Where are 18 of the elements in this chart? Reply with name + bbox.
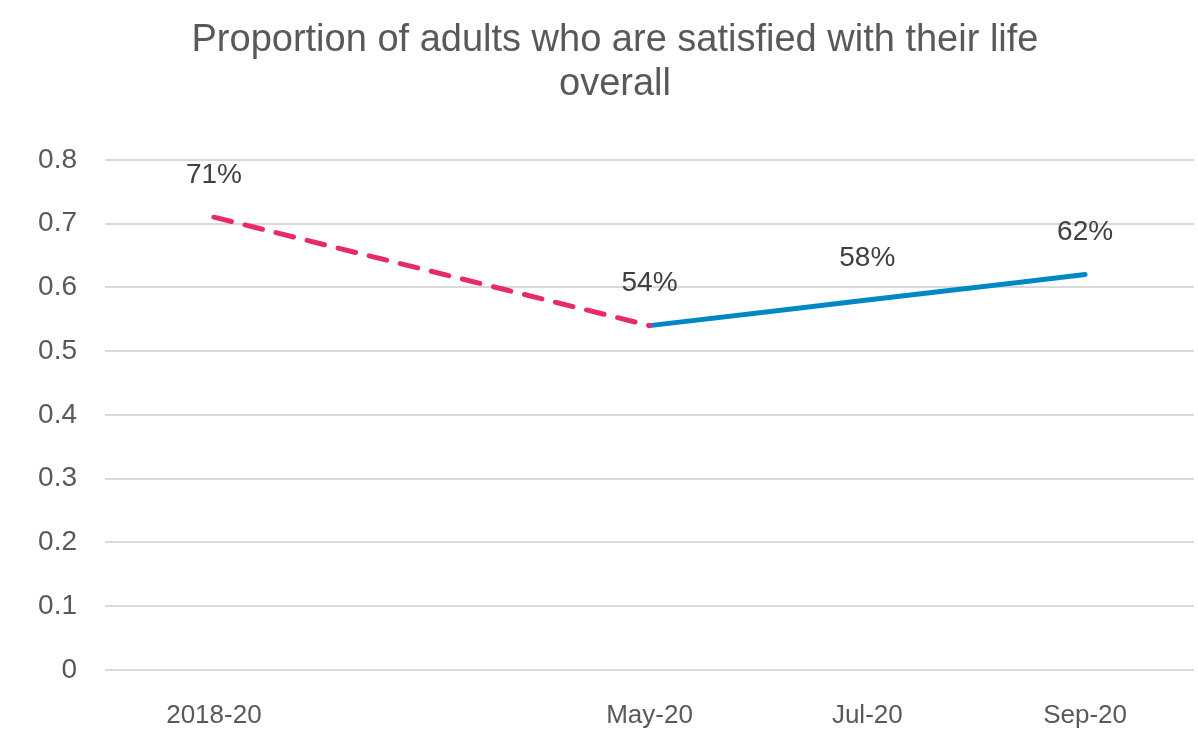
y-tick-label: 0.6	[38, 270, 77, 302]
y-tick-label: 0.7	[38, 206, 77, 238]
y-tick-label: 0.2	[38, 525, 77, 557]
x-tick-label: 2018-20	[166, 698, 262, 729]
y-tick-label: 0.3	[38, 461, 77, 493]
y-tick-label: 0.4	[38, 397, 77, 429]
y-tick-label: 0	[61, 652, 77, 684]
y-tick-label: 0.1	[38, 588, 77, 620]
y-tick-label: 0.8	[38, 142, 77, 174]
y-tick-label: 0.5	[38, 333, 77, 365]
x-tick-label: Jul-20	[831, 698, 903, 729]
x-tick-label: May-20	[606, 698, 693, 729]
chart-title: Proportion of adults who are satisfied with their life overall	[190, 16, 1040, 104]
data-label: 62%	[1057, 215, 1114, 247]
x-tick-label: Sep-20	[1043, 698, 1128, 729]
data-label: 54%	[621, 266, 678, 298]
data-label: 58%	[839, 240, 896, 272]
data-label: 71%	[185, 157, 242, 189]
